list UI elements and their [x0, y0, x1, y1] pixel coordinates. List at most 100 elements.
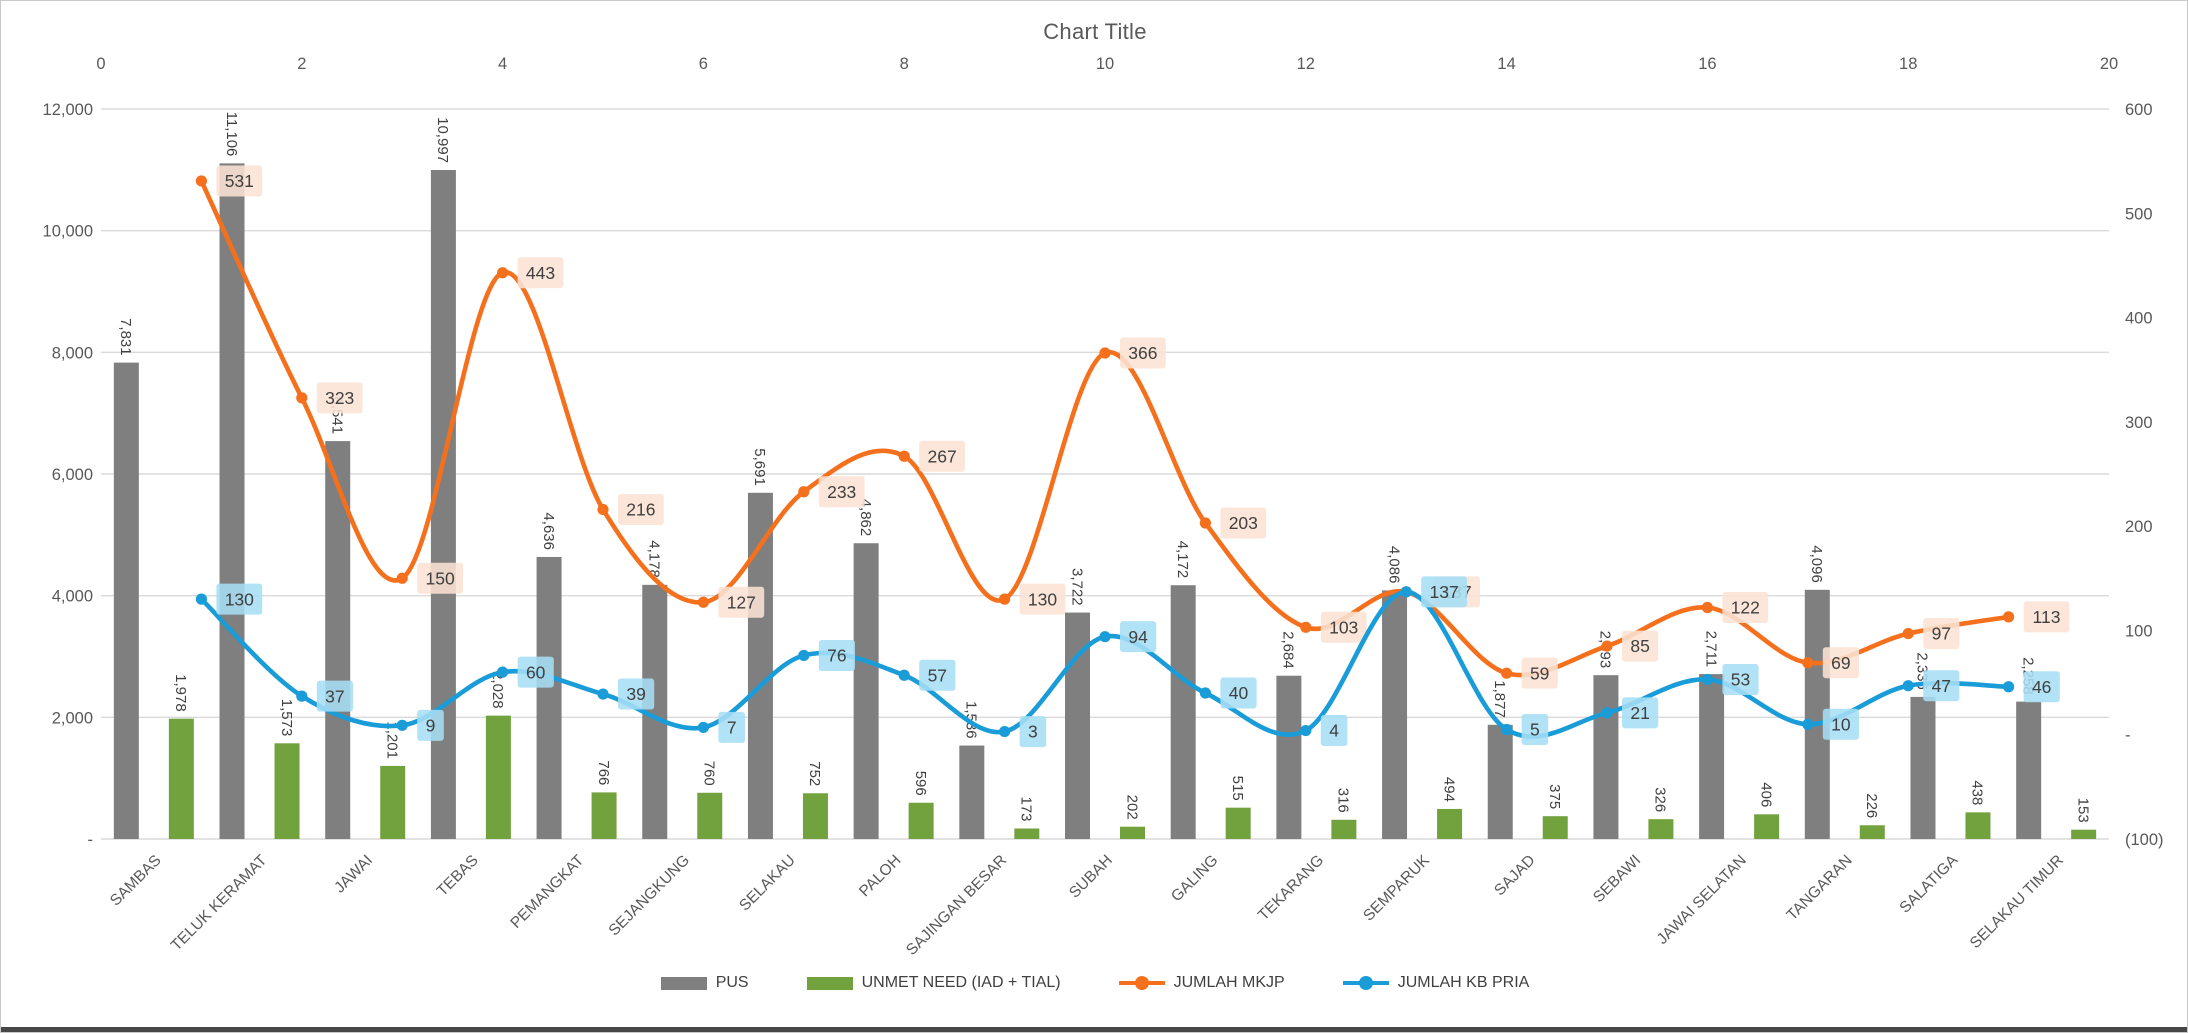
pus-bar	[853, 543, 879, 839]
line-value-label: 39	[626, 684, 645, 704]
line-value-label: 85	[1630, 636, 1649, 656]
legend-label: JUMLAH MKJP	[1173, 974, 1285, 991]
top-axis-tick-label: 12	[1297, 55, 1315, 73]
line-value-label-box	[1521, 657, 1558, 689]
line-value-label-box	[2023, 671, 2060, 703]
line-point	[697, 721, 710, 734]
line-value-label-box	[216, 165, 263, 197]
line-point	[1501, 723, 1513, 736]
pus-bar	[113, 362, 139, 839]
bar-value-label: 4,178	[646, 540, 663, 578]
legend-line-swatch	[1342, 976, 1389, 990]
line-value-label: 531	[225, 171, 254, 191]
right-axis-tick-label: 600	[2125, 101, 2153, 119]
line-value-label: 366	[1128, 343, 1157, 363]
bar-value-label: 3,722	[1068, 568, 1085, 606]
bar-value-label: 2,028	[489, 671, 506, 709]
bar-value-label: 4,172	[1174, 541, 1191, 579]
mkjp-line	[199, 178, 2011, 678]
chart-title: Chart Title	[1043, 19, 1147, 44]
bar-value-label: 226	[1863, 793, 1880, 818]
line-value-label-box	[1320, 715, 1348, 747]
bar-value-label: 2,684	[1280, 631, 1297, 669]
top-axis-tick-label: 6	[699, 55, 708, 73]
bar-value-label: 1,536	[963, 701, 980, 739]
line-value-label-box	[1622, 630, 1659, 662]
bar-value-label: 494	[1440, 777, 1457, 802]
line-value-label: 47	[1932, 676, 1951, 696]
line-point	[597, 688, 609, 700]
line-point	[1099, 347, 1111, 359]
line-value-label-box	[1220, 677, 1257, 709]
top-axis-tick-label: 8	[900, 55, 909, 73]
category-label: TEKARANG	[1255, 852, 1327, 924]
pus-bar	[325, 441, 351, 839]
legend-line-swatch	[1118, 976, 1165, 990]
category-label: SAJINGAN BESAR	[903, 852, 1010, 959]
line-value-label: 21	[1630, 703, 1649, 723]
top-axis-tick-label: 16	[1698, 55, 1716, 73]
pus-bar	[219, 163, 245, 839]
line-point	[798, 486, 810, 498]
bar-value-label: 153	[2074, 798, 2091, 823]
bar-value-label: 173	[1018, 796, 1035, 821]
line-value-label-box	[517, 257, 564, 289]
bar-value-label: 375	[1546, 784, 1563, 809]
unmet-need-bar	[1754, 814, 1780, 839]
line-value-label: 130	[225, 589, 254, 609]
top-axis-tick-label: 14	[1497, 55, 1515, 73]
unmet-need-bar	[591, 792, 617, 839]
line-value-label: 53	[1731, 670, 1750, 690]
line-point	[1199, 517, 1211, 529]
line-value-label: 216	[626, 500, 655, 520]
unmet-need-bar	[802, 793, 828, 839]
line-value-label: 103	[1329, 617, 1358, 637]
line-value-label: 94	[1128, 627, 1148, 647]
line-value-label-box	[1521, 714, 1549, 745]
legend-label: PUS	[715, 974, 749, 991]
line-value-label-box	[2023, 601, 2070, 633]
line-value-label-box	[1019, 583, 1066, 615]
line-point	[697, 596, 710, 608]
legend-item-jumlah-mkjp: JUMLAH MKJP	[1118, 974, 1285, 992]
top-axis-tick-label: 20	[2100, 55, 2118, 73]
line-value-label-box	[818, 639, 855, 671]
line-value-label: 4	[1329, 721, 1339, 741]
line-value-label-box	[1722, 591, 1769, 623]
top-axis-tick-label: 2	[297, 55, 306, 73]
pus-bar	[1487, 724, 1513, 839]
line-point	[898, 450, 910, 462]
bar-value-label: 1,978	[172, 674, 189, 712]
line-value-label-box	[1622, 697, 1659, 729]
line-value-label-box	[919, 440, 965, 472]
pus-bar	[1382, 590, 1408, 839]
bar-value-label: 4,862	[857, 499, 874, 537]
bar-value-label: 326	[1652, 787, 1669, 812]
category-label: SEMPARUK	[1360, 851, 1433, 924]
line-point	[1902, 680, 1914, 692]
line-value-label-box	[1923, 670, 1960, 702]
line-value-label: 323	[325, 388, 354, 408]
pus-bar	[1276, 675, 1302, 839]
category-label: SUBAH	[1066, 852, 1116, 902]
right-axis-tick-label: 500	[2125, 205, 2153, 223]
line-value-label-box	[718, 586, 765, 618]
line-point	[296, 690, 308, 702]
unmet-need-bar	[274, 743, 300, 839]
unmet-need-bar	[1225, 807, 1251, 839]
line-value-label: 40	[1229, 683, 1249, 703]
line-value-label: 97	[1932, 624, 1951, 644]
unmet-need-bar	[1120, 826, 1145, 839]
category-label: TANGARAN	[1784, 852, 1856, 924]
line-point	[898, 669, 910, 681]
bar-value-label: 202	[1123, 795, 1140, 820]
legend-item-unmet-need-iad-tial-: UNMET NEED (IAD + TIAL)	[806, 974, 1061, 992]
category-label: SALATIGA	[1896, 851, 1961, 916]
bar-value-label: 766	[595, 760, 612, 785]
left-axis-tick-label: 8,000	[52, 344, 93, 362]
category-label: TELUK KERAMAT	[168, 851, 271, 954]
line-point	[1701, 673, 1713, 686]
line-point	[497, 267, 509, 279]
right-axis-tick-label: 200	[2125, 518, 2153, 536]
